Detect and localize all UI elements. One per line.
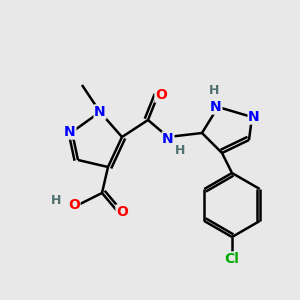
- Text: H: H: [209, 83, 219, 97]
- Text: O: O: [155, 88, 167, 102]
- Text: N: N: [210, 100, 222, 114]
- Text: N: N: [94, 105, 106, 119]
- Text: H: H: [175, 145, 185, 158]
- Text: N: N: [162, 132, 174, 146]
- Text: O: O: [116, 205, 128, 219]
- Text: N: N: [64, 125, 76, 139]
- Text: Cl: Cl: [225, 252, 239, 266]
- Text: O: O: [68, 198, 80, 212]
- Text: H: H: [51, 194, 61, 208]
- Text: N: N: [248, 110, 260, 124]
